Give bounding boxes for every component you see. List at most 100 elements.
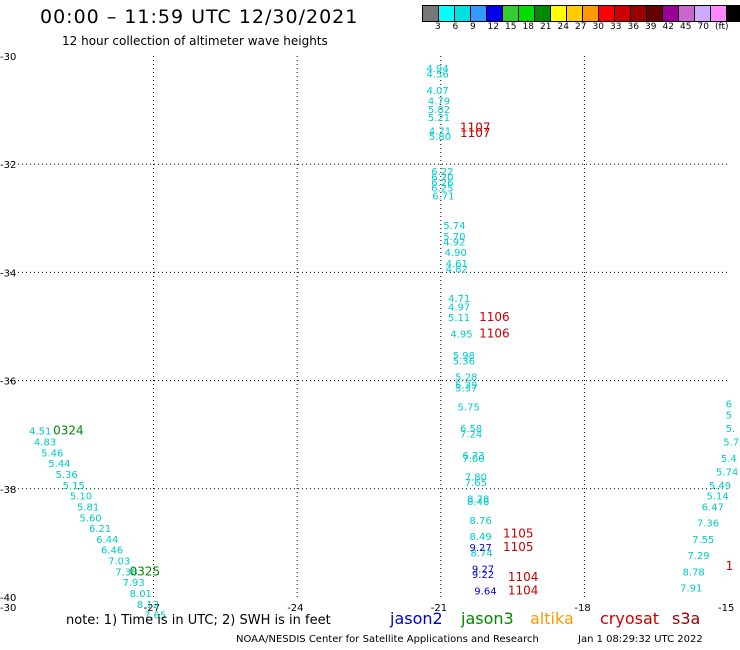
satellite-jason3: jason3 xyxy=(461,609,514,628)
color-scale-labels: 3 6 9 12 15 18 21 24 27 30 33 36 39 42 45 70 (ft) xyxy=(422,22,740,34)
color-scale-label: 36 xyxy=(627,22,639,32)
wave-height-value: 9.27 xyxy=(472,565,494,576)
color-swatch xyxy=(567,6,583,21)
wave-height-value: 5.80 xyxy=(429,132,451,143)
wave-height-value: 5.44 xyxy=(48,459,70,470)
wave-height-value: 7.91 xyxy=(680,584,702,595)
footer-note: note: 1) Time is in UTC; 2) SWH is in fe… xyxy=(66,613,331,628)
wave-height-value: 4.97 xyxy=(448,302,470,313)
wave-height-value: 8.78 xyxy=(683,567,705,578)
color-swatch xyxy=(455,6,471,21)
longitude-label: -18 xyxy=(574,603,590,614)
color-swatch xyxy=(711,6,727,21)
time-label: 1104 xyxy=(508,583,539,597)
longitude-label: -30 xyxy=(0,603,16,614)
color-swatch xyxy=(615,6,631,21)
wave-height-value: 6.22 xyxy=(431,167,453,178)
wave-height-value: 7.29 xyxy=(687,551,709,562)
time-label: 0324 xyxy=(53,424,84,438)
latitude-label: -32 xyxy=(0,160,16,171)
wave-height-value: 5.70 xyxy=(443,232,465,243)
wave-height-value: 5.46 xyxy=(41,448,63,459)
wave-height-value: 4.71 xyxy=(448,294,470,305)
wave-height-value: 6.71 xyxy=(432,191,454,202)
color-scale-label: 42 xyxy=(662,22,674,32)
wave-height-value: 4.94 xyxy=(426,64,448,75)
wave-height-value: 8.76 xyxy=(470,516,492,527)
satellite-altika: altika xyxy=(530,609,574,628)
time-label: 1107 xyxy=(460,126,491,140)
time-label: 1105 xyxy=(503,540,534,554)
longitude-label: -15 xyxy=(718,603,734,614)
wave-height-value: 7.36 xyxy=(697,519,719,530)
wave-height-value: 4.51 xyxy=(29,427,51,438)
latitude-label: -38 xyxy=(0,485,16,496)
wave-height-value: 4.95 xyxy=(450,329,472,340)
wave-height-value: 6.21 xyxy=(89,524,111,535)
wave-height-value: 8.74 xyxy=(470,548,492,559)
color-swatch xyxy=(519,6,535,21)
wave-height-value: 6.46 xyxy=(101,546,123,557)
time-label: 1104 xyxy=(508,570,539,584)
wave-height-value: 8.01 xyxy=(130,589,152,600)
wave-height-value: 6 xyxy=(726,400,732,411)
color-scale-unit: (ft) xyxy=(715,22,729,32)
color-scale-label: 6 xyxy=(452,22,459,32)
color-scale-label: 18 xyxy=(522,22,534,32)
wave-height-value: 5 xyxy=(726,410,732,421)
wave-height-value: 6.26 xyxy=(431,178,453,189)
color-swatch xyxy=(631,6,647,21)
satellite-jason2: jason2 xyxy=(390,609,443,628)
credit-line: NOAA/NESDIS Center for Satellite Applica… xyxy=(236,634,539,645)
color-swatch xyxy=(503,6,519,21)
wave-height-value: 5.75 xyxy=(458,402,480,413)
color-swatch xyxy=(679,6,695,21)
wave-height-value: 4.56 xyxy=(426,70,448,81)
color-swatch xyxy=(727,6,740,21)
color-scale-label: 33 xyxy=(610,22,622,32)
map-title: 00:00 – 11:59 UTC 12/30/2021 xyxy=(40,6,359,28)
latitude-label: -34 xyxy=(0,268,16,279)
wave-height-value: 5.29 xyxy=(455,381,477,392)
color-swatch xyxy=(487,6,503,21)
color-swatch xyxy=(551,6,567,21)
wave-height-value: 5.74 xyxy=(443,221,465,232)
wave-height-value: 7.03 xyxy=(108,557,130,568)
color-scale-label: 39 xyxy=(645,22,657,32)
color-scale-label: 21 xyxy=(540,22,552,32)
wave-height-value: 8.49 xyxy=(470,532,492,543)
time-label: 1 xyxy=(726,559,734,573)
wave-height-value: 5.36 xyxy=(55,470,77,481)
color-swatch xyxy=(535,6,551,21)
color-scale-label: 15 xyxy=(505,22,517,32)
wave-height-value: 7.00 xyxy=(462,454,484,465)
color-scale-label: 30 xyxy=(592,22,604,32)
wave-height-value: 4.71 xyxy=(429,126,451,137)
longitude-label: -24 xyxy=(287,603,303,614)
wave-height-value: 5.7 xyxy=(723,438,739,449)
color-scale-label: 12 xyxy=(487,22,499,32)
wave-height-value: 6.44 xyxy=(96,535,118,546)
color-swatch xyxy=(695,6,711,21)
wave-height-value: 9.22 xyxy=(472,570,494,581)
time-label: 1106 xyxy=(479,326,510,340)
wave-height-value: 6.25 xyxy=(431,183,453,194)
wave-height-value: 5.49 xyxy=(709,481,731,492)
longitude-label: -21 xyxy=(431,603,447,614)
color-scale-bar xyxy=(422,5,740,22)
color-scale-label: 70 xyxy=(697,22,709,32)
latitude-label: -30 xyxy=(0,52,16,63)
color-scale-label: 3 xyxy=(435,22,441,32)
wave-height-value: 5.4 xyxy=(721,454,737,465)
wave-height-value: 6.47 xyxy=(702,502,724,513)
color-swatch xyxy=(423,6,439,21)
wave-height-value: 8.78 xyxy=(467,494,489,505)
wave-height-value: 5.28 xyxy=(455,373,477,384)
wave-height-value: 7.55 xyxy=(692,535,714,546)
wave-height-value: 7.38 xyxy=(115,567,137,578)
latitude-label: -36 xyxy=(0,377,16,388)
color-swatch xyxy=(471,6,487,21)
wave-height-value: 5.21 xyxy=(428,113,450,124)
latitude-label: -40 xyxy=(0,593,16,604)
